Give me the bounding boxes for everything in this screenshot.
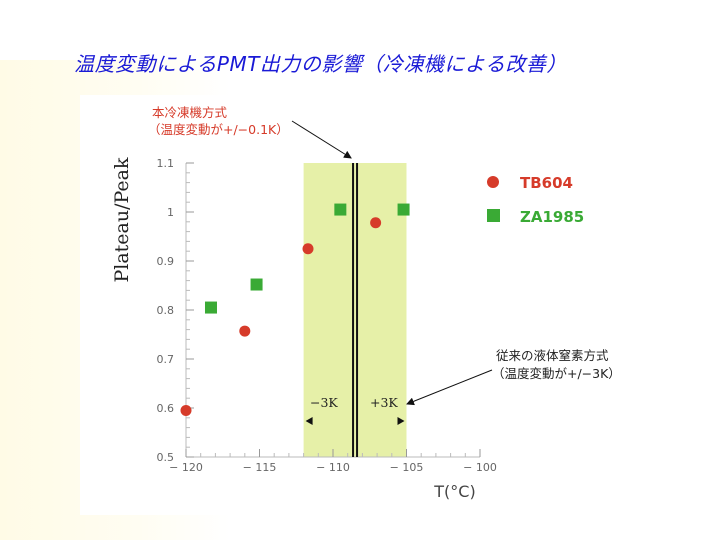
plus-3k-arrowhead [397,417,405,425]
tb604-point-1 [239,325,251,337]
minus-3k-label: −3K [310,395,338,410]
fridge-method-title: 本冷凍機方式 [152,105,228,120]
y-tick-label-2: 0.7 [157,353,175,366]
ln2-callout-arrow [406,369,493,406]
y-axis-label: Plateau/Peak [111,157,133,283]
x-tick-label-2: − 110 [316,461,350,474]
legend-marker-za1985 [487,209,500,222]
y-tick-label-6: 1.1 [157,157,175,170]
za1985-point-2 [334,203,347,216]
marks-layer [180,203,410,416]
slide-title: 温度変動によるPMT出力の影響（冷凍機による改善） [74,52,567,76]
annotation-layer: 本冷凍機方式 （温度変動が+/−0.1K） 従来の液体窒素方式 （温度変動が+/−3K… [148,105,621,425]
legend-label-tb604: TB604 [520,174,573,192]
tb604-point-3 [370,217,382,229]
temperature-band-layer [303,163,407,457]
legend-layer: TB604 ZA1985 [487,174,584,226]
x-tick-label-4: − 100 [463,461,497,474]
fridge-method-detail: （温度変動が+/−0.1K） [148,122,289,137]
fridge-callout-arrow [291,120,352,159]
legend-marker-tb604 [487,176,499,188]
x-axis-label: T(°C) [433,482,475,501]
minus-3k-arrowhead [305,417,313,425]
x-tick-label-1: − 115 [243,461,277,474]
ln2-method-detail: （温度変動が+/−3K） [492,366,621,381]
plus-3k-label: +3K [370,395,398,410]
za1985-point-3 [397,203,410,216]
x-tick-label-0: − 120 [169,461,203,474]
tb604-point-0 [180,404,192,416]
legend-label-za1985: ZA1985 [520,208,584,226]
axes-layer: 0.5 0.6 0.7 0.8 0.9 1 1.1 − 120 − 115 − 110 − 105 −… [157,157,497,474]
temperature-band-0 [303,163,407,457]
za1985-point-0 [204,301,217,314]
y-tick-label-4: 0.9 [157,255,175,268]
x-tick-label-3: − 105 [390,461,424,474]
tb604-point-2 [302,243,314,255]
za1985-point-1 [250,278,263,291]
y-tick-label-5: 1 [167,206,174,219]
y-tick-label-0: 0.5 [157,451,175,464]
y-tick-label-3: 0.8 [157,304,175,317]
y-tick-label-1: 0.6 [157,402,175,415]
ln2-method-title: 従来の液体窒素方式 [496,348,609,363]
